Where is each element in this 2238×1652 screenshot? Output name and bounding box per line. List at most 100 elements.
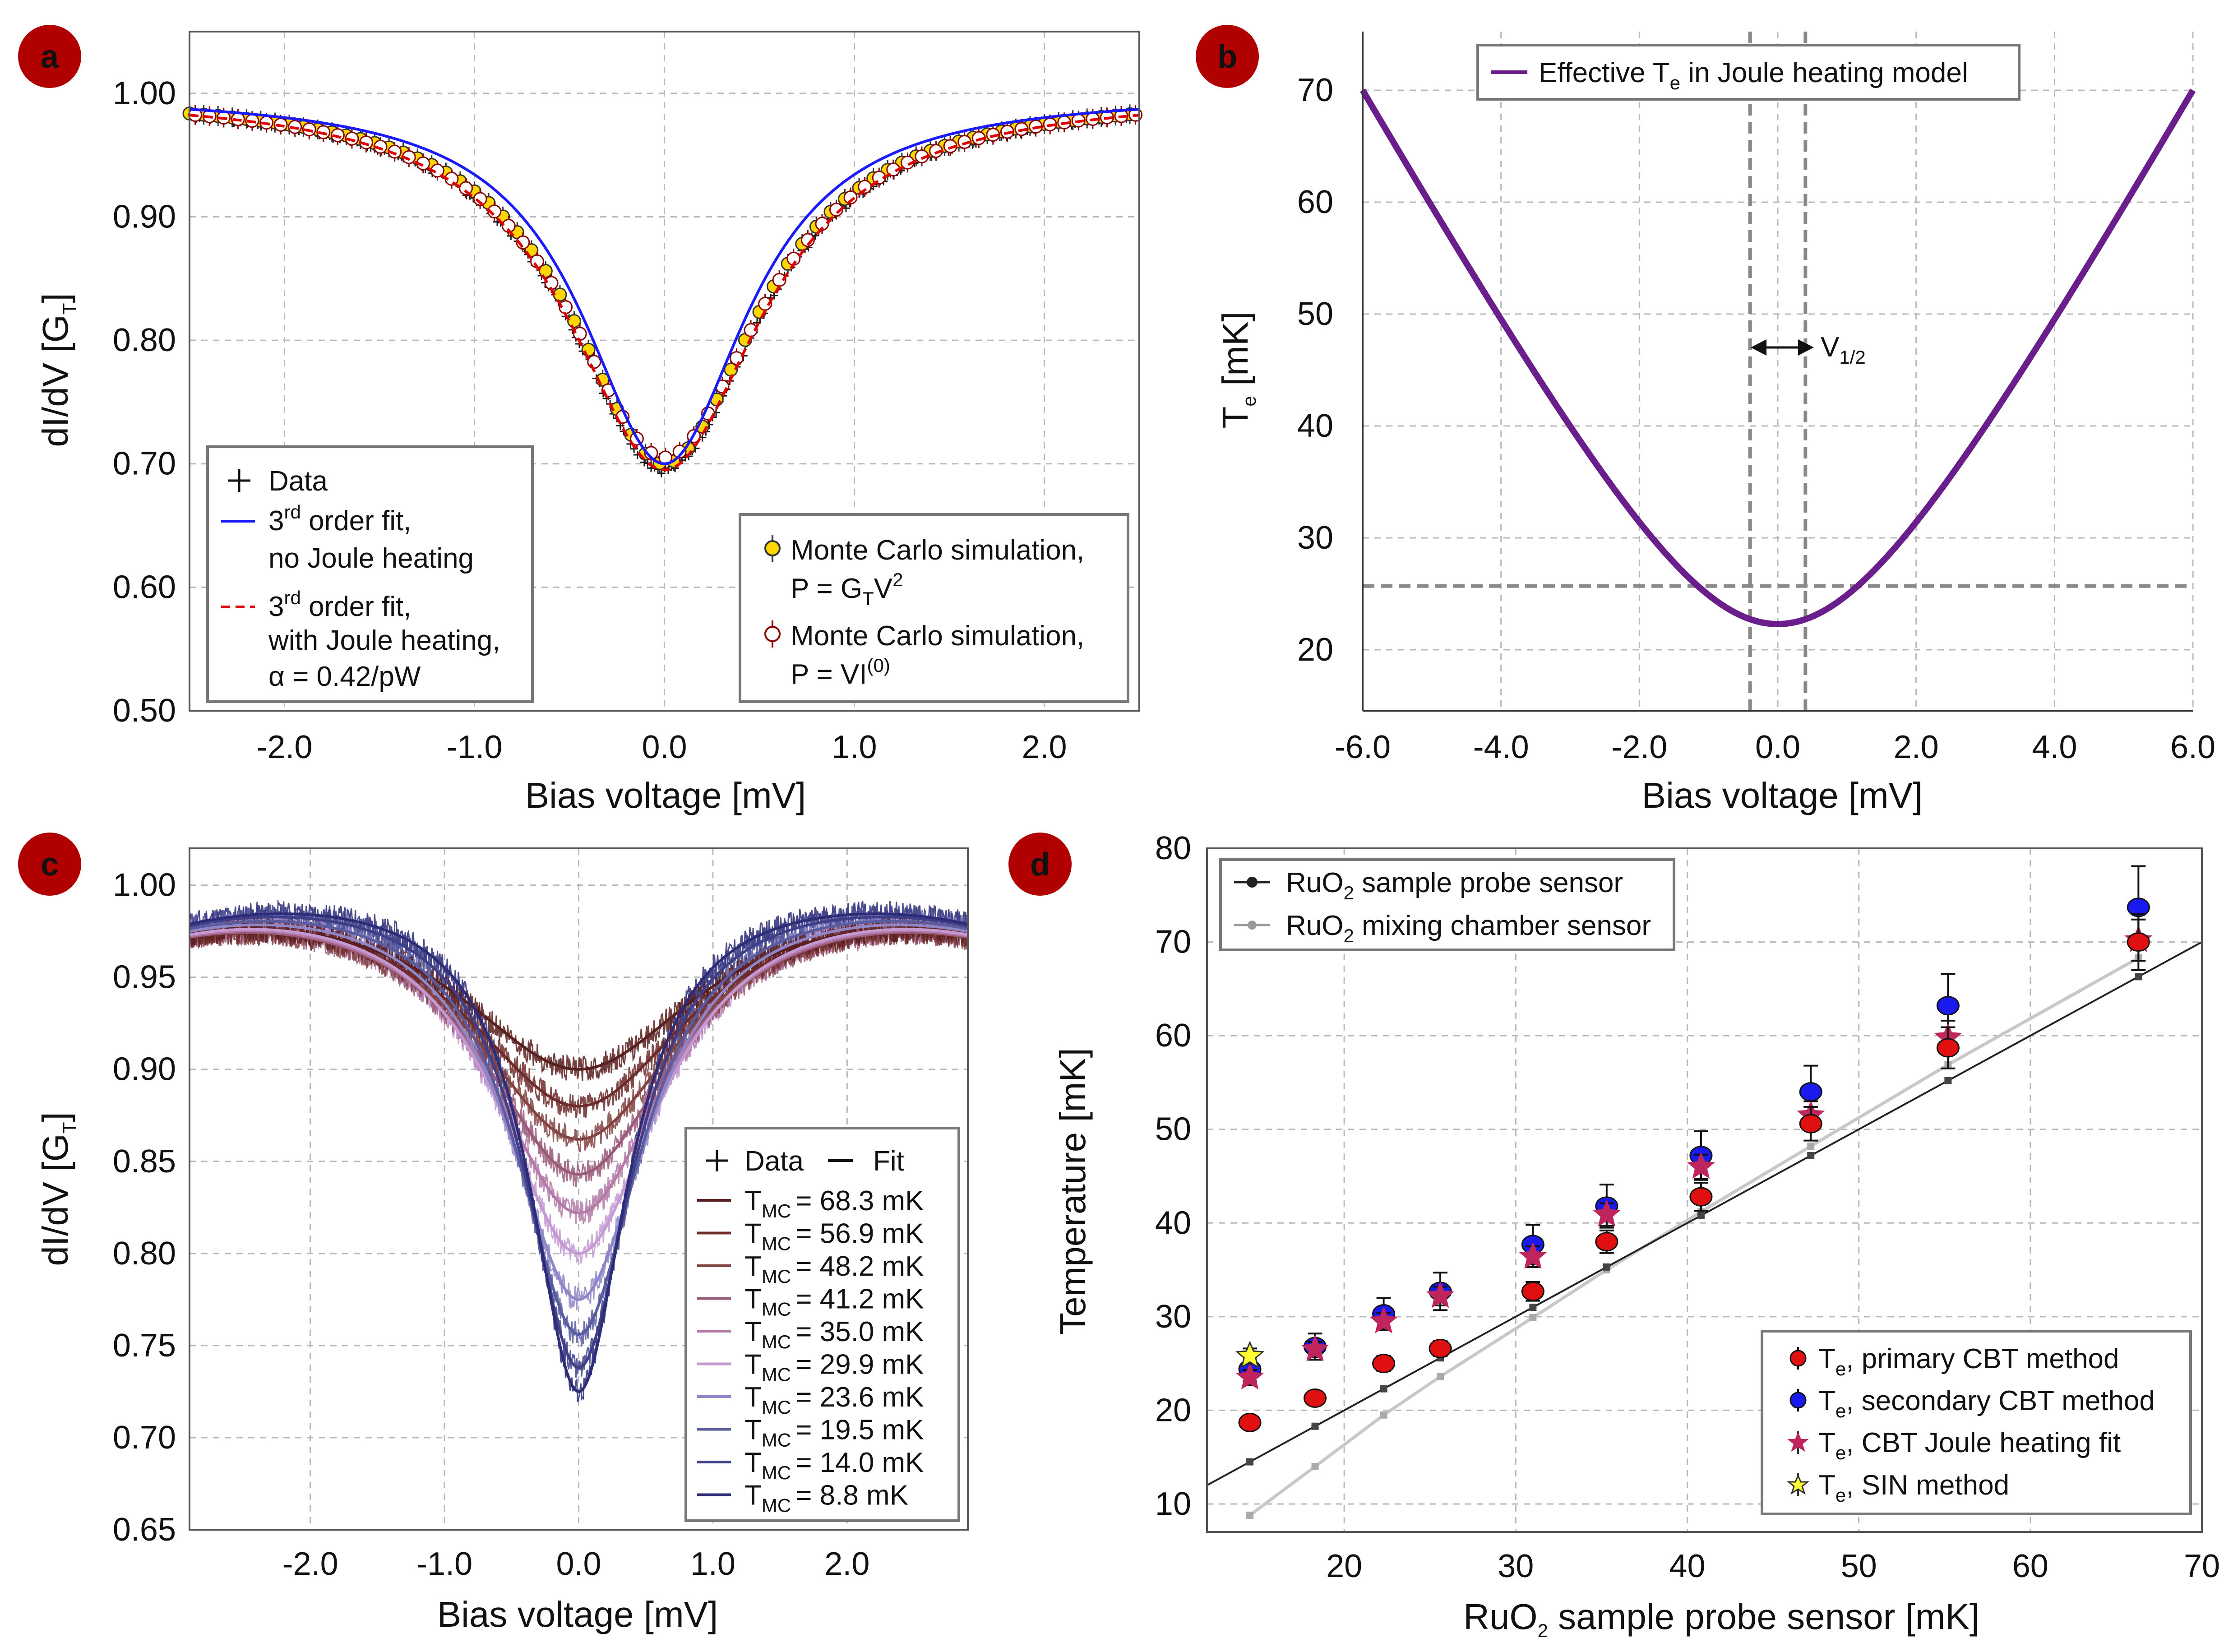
legend-prefix: T	[744, 1218, 762, 1249]
probe-sensor-point	[1380, 1385, 1387, 1393]
mc-point	[858, 180, 872, 194]
panel-d-xticks: 20 30 40 50 60 70	[1326, 1548, 2220, 1584]
panel-c-badge: c	[18, 833, 81, 896]
panel-d-xlabel: RuO2 sample probe sensor [mK]	[1463, 1596, 1979, 1641]
joule-point	[1687, 1152, 1715, 1179]
panel-a-legend-mc: Monte Carlo simulation, P = GTV2 Monte C…	[739, 513, 1129, 703]
ytick: 1.00	[113, 75, 176, 111]
joule-point	[1592, 1199, 1621, 1227]
panel-a-badge: a	[18, 25, 81, 88]
legend-data-marker	[228, 469, 250, 492]
legend-fit-joule-label: 3rd order fit,	[268, 587, 411, 622]
ytick: 70	[1297, 72, 1333, 108]
legend-series-label: TMC = 19.5 mK	[744, 1415, 924, 1451]
legend-prefix: T	[744, 1251, 762, 1282]
legend-mc1-line2: P = GTV2	[791, 569, 903, 609]
legend-sub: MC	[762, 1495, 791, 1516]
legend-box	[1219, 858, 1675, 951]
ytick: 50	[1297, 296, 1333, 332]
ytick: 1.00	[113, 867, 176, 903]
legend-sub: MC	[762, 1462, 791, 1483]
legend-sin-marker	[1786, 1473, 1810, 1496]
legend-series-label: TMC = 68.3 mK	[744, 1185, 924, 1222]
joule-point	[1236, 1363, 1264, 1390]
ytick: 0.80	[113, 322, 176, 358]
legend-mc2-line2: P = VI(0)	[791, 655, 890, 690]
legend-mc-marker	[1234, 921, 1270, 930]
joule-point	[1519, 1242, 1547, 1269]
legend-prefix: T	[744, 1382, 762, 1413]
legend-data-label: Data	[268, 466, 328, 497]
primary-point	[1689, 1187, 1713, 1207]
probe-sensor-point	[1697, 1212, 1705, 1219]
xtick: 2.0	[1022, 729, 1067, 765]
mc-point	[487, 204, 502, 219]
mc-sensor-point	[1529, 1314, 1537, 1321]
xtick: 20	[1326, 1548, 1362, 1584]
legend-value: = 68.3 mK	[795, 1185, 924, 1217]
xtick: -1.0	[416, 1546, 472, 1582]
panel-c-label: c	[41, 847, 59, 883]
mc-point	[573, 327, 587, 341]
legend-secondary-label: Te, secondary CBT method	[1818, 1385, 2155, 1421]
ytick: 0.60	[113, 569, 176, 605]
legend-fit-joule-line2: with Joule heating,	[268, 625, 500, 656]
legend-secondary-marker	[1789, 1389, 1807, 1411]
fit-joule-line	[189, 114, 1140, 472]
ytick: 80	[1155, 830, 1191, 866]
legend-mc-label: RuO2 mixing chamber sensor	[1286, 910, 1651, 946]
xtick: 1.0	[832, 729, 877, 765]
xtick: -4.0	[1473, 729, 1529, 765]
legend-sub: MC	[762, 1397, 791, 1418]
primary-point	[1936, 1038, 1960, 1058]
probe-sensor-point	[1944, 1077, 1952, 1084]
joule-point	[1369, 1306, 1398, 1333]
mc-sensor-line	[1248, 956, 2140, 1517]
primary-point	[1238, 1412, 1262, 1432]
panel-c-xticks: -2.0 -1.0 0.0 1.0 2.0	[282, 1546, 870, 1582]
legend-value: = 35.0 mK	[795, 1316, 924, 1347]
mc-point	[473, 192, 487, 206]
joule-point	[1301, 1334, 1329, 1361]
legend-sub: MC	[762, 1364, 791, 1385]
legend-probe-marker	[1234, 877, 1270, 888]
legend-value: = 14.0 mK	[795, 1447, 924, 1478]
legend-primary-marker	[1789, 1347, 1807, 1370]
legend-fit-label: Fit	[873, 1146, 904, 1177]
panel-c-frame	[189, 847, 969, 1531]
panel-b-grid	[1362, 32, 2194, 711]
mc-point	[581, 342, 596, 357]
probe-sensor-point	[1603, 1263, 1610, 1271]
legend-series-label: TMC = 14.0 mK	[744, 1447, 924, 1483]
ytick: 0.95	[113, 959, 176, 995]
fit-line	[189, 928, 968, 1255]
panel-b-xticks: -6.0 -4.0 -2.0 0.0 2.0 4.0 6.0	[1335, 729, 2215, 765]
legend-te-label: Effective Te in Joule heating model	[1539, 57, 1968, 93]
xtick: 1.0	[690, 1546, 735, 1582]
primary-point	[1304, 1388, 1327, 1408]
panel-b-badge: b	[1196, 25, 1259, 88]
xtick: 0.0	[1755, 729, 1800, 765]
panel-d-ylabel: Temperature [mK]	[1053, 1048, 1093, 1335]
xtick: 0.0	[642, 729, 687, 765]
mc-sensor-point	[1246, 1511, 1254, 1519]
panel-d-curves	[1207, 865, 2202, 1519]
fit-no-joule-line	[189, 108, 1140, 465]
ytick: 0.85	[113, 1143, 176, 1180]
fit-line	[189, 931, 968, 1176]
legend-mc2-line1: Monte Carlo simulation,	[791, 620, 1084, 652]
joule-point	[1426, 1281, 1455, 1308]
panel-c-ylabel: dI/dV [GT]	[35, 1112, 80, 1266]
ytick: 0.80	[113, 1236, 176, 1272]
ytick: 50	[1155, 1111, 1191, 1148]
panel-c-curves	[189, 899, 968, 1402]
legend-joule-label: Te, CBT Joule heating fit	[1818, 1427, 2121, 1463]
legend-sub: MC	[762, 1266, 791, 1287]
ytick: 20	[1297, 632, 1333, 668]
panel-c-yticks: 1.00 0.95 0.90 0.85 0.80 0.75 0.70 0.65	[113, 867, 176, 1548]
legend-sin-label: Te, SIN method	[1818, 1470, 2009, 1506]
legend-value: = 19.5 mK	[795, 1415, 924, 1446]
ytick: 20	[1155, 1392, 1191, 1428]
xtick: -2.0	[282, 1546, 338, 1582]
xtick: 0.0	[556, 1546, 601, 1582]
